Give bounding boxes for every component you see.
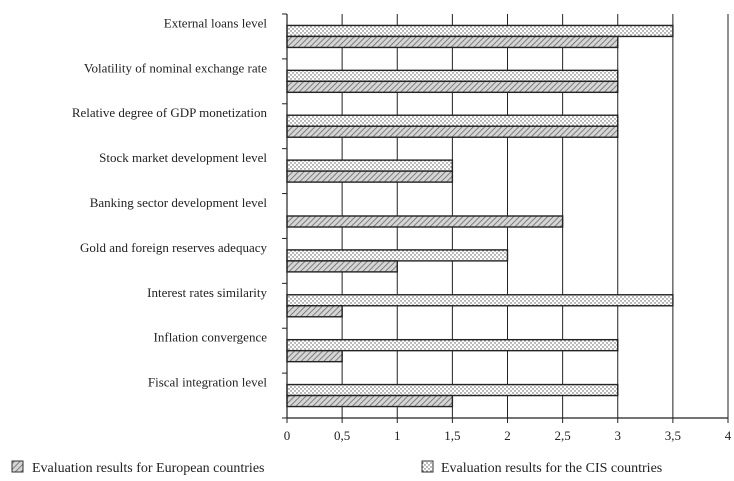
legend-swatch-european	[11, 460, 24, 473]
category-label: Volatility of nominal exchange rate	[84, 60, 267, 75]
category-label: External loans level	[164, 15, 268, 30]
bar-cis	[286, 159, 454, 172]
bar-cis	[286, 69, 619, 83]
bar-cis	[286, 114, 619, 127]
category-label: Stock market development level	[99, 150, 267, 165]
x-tick-labels: 0 0,5 1 1,5 2 2,5 3 3,5 4	[284, 428, 732, 443]
bars	[286, 24, 674, 408]
bar-cis	[286, 383, 619, 397]
bar-european	[286, 215, 564, 228]
x-tick-label: 2,5	[555, 428, 571, 443]
x-tick-label: 0,5	[334, 428, 350, 443]
legend-label-european: Evaluation results for European countrie…	[32, 461, 264, 476]
legend-item-european: Evaluation results for European countrie…	[11, 460, 264, 476]
legend-swatch-cis	[421, 460, 434, 473]
bar-european	[286, 349, 343, 363]
bar-european	[286, 394, 454, 408]
category-label: Gold and foreign reserves adequacy	[80, 240, 267, 255]
x-tick-label: 3	[615, 428, 622, 443]
x-tick-label: 0	[284, 428, 291, 443]
category-label: Interest rates similarity	[147, 285, 267, 300]
category-labels: External loans level Volatility of nomina…	[72, 15, 268, 389]
bar-european	[286, 260, 398, 273]
category-label: Banking sector development level	[90, 195, 268, 210]
x-tick-label: 3,5	[665, 428, 681, 443]
category-label: Fiscal integration level	[148, 375, 268, 390]
x-tick-label: 2	[504, 428, 511, 443]
category-label: Inflation convergence	[154, 330, 268, 345]
bar-european	[286, 80, 619, 94]
bar-european	[286, 35, 619, 49]
axes	[282, 13, 729, 423]
x-tick-label: 1	[394, 428, 401, 443]
x-tick-label: 1,5	[444, 428, 460, 443]
bar-european	[286, 305, 343, 318]
legend-item-cis: Evaluation results for the CIS countries	[421, 460, 662, 476]
bar-cis	[286, 24, 674, 38]
bar-european	[286, 125, 619, 138]
category-label: Relative degree of GDP monetization	[72, 105, 268, 120]
legend-label-cis: Evaluation results for the CIS countries	[441, 461, 662, 476]
bar-cis	[286, 294, 674, 307]
legend: Evaluation results for European countrie…	[11, 460, 662, 476]
bar-cis	[286, 249, 509, 262]
bar-cis	[286, 338, 619, 352]
bar-european	[286, 170, 454, 183]
x-tick-label: 4	[725, 428, 732, 443]
